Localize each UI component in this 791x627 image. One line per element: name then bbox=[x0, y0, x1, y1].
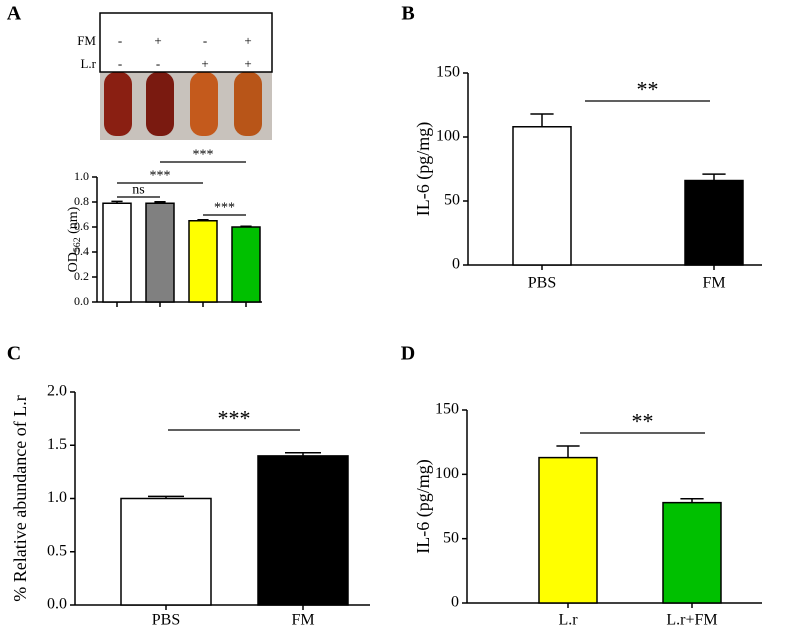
treatment-box bbox=[99, 12, 273, 73]
tube-photo bbox=[100, 72, 272, 140]
y-tick-label: 150 bbox=[436, 64, 460, 81]
treatment-sign: - bbox=[156, 56, 160, 71]
y-label-suffix: (nm) bbox=[66, 206, 81, 237]
treatment-sign: + bbox=[154, 33, 161, 48]
treatment-sign: - bbox=[118, 56, 122, 71]
y-label-text: OD bbox=[66, 252, 81, 272]
tube bbox=[146, 72, 174, 136]
y-tick-label: 0.4 bbox=[74, 244, 89, 258]
y-tick-label: 0.0 bbox=[74, 294, 89, 308]
y-tick-label: 0 bbox=[451, 594, 459, 611]
significance-label: *** bbox=[214, 200, 235, 215]
treatment-sign: - bbox=[203, 33, 207, 48]
x-tick-label: PBS bbox=[152, 612, 180, 627]
panel-letter: B bbox=[401, 3, 414, 25]
significance-label: *** bbox=[218, 405, 251, 430]
significance-label: ns bbox=[132, 182, 144, 197]
tube bbox=[234, 72, 262, 136]
bar bbox=[257, 455, 349, 606]
bar bbox=[120, 497, 212, 606]
y-tick-label: 1.0 bbox=[47, 489, 67, 506]
y-tick-label: 100 bbox=[436, 128, 460, 145]
significance-label: *** bbox=[193, 147, 214, 162]
y-tick-label: 50 bbox=[444, 192, 460, 209]
panel-letter: A bbox=[7, 3, 22, 25]
significance-label: *** bbox=[150, 168, 171, 183]
tube bbox=[104, 72, 132, 136]
treatment-name: L.r bbox=[80, 56, 96, 71]
treatment-name: FM bbox=[77, 33, 96, 48]
treatment-sign: - bbox=[118, 33, 122, 48]
y-tick-label: 0.8 bbox=[74, 194, 89, 208]
bar bbox=[662, 501, 722, 604]
tube bbox=[190, 72, 218, 136]
bar bbox=[145, 202, 175, 303]
y-axis-label: % Relative abundance of L.r bbox=[10, 395, 30, 601]
y-tick-label: 1.5 bbox=[47, 436, 67, 453]
y-label-text: IL-6 (pg/mg) bbox=[413, 122, 434, 216]
significance-label: ** bbox=[632, 408, 654, 433]
x-tick-label: FM bbox=[702, 275, 725, 292]
y-label-subscript: 562 bbox=[72, 237, 83, 252]
y-tick-label: 1.0 bbox=[74, 169, 89, 183]
panel-letter: D bbox=[401, 343, 415, 365]
bar bbox=[102, 202, 132, 303]
y-tick-label: 0.6 bbox=[74, 219, 89, 233]
y-tick-label: 0.0 bbox=[47, 596, 67, 613]
x-tick-label: PBS bbox=[528, 275, 556, 292]
x-tick-label: L.r bbox=[558, 612, 578, 627]
y-tick-label: 2.0 bbox=[47, 383, 67, 400]
bar bbox=[512, 126, 572, 266]
y-tick-label: 0.5 bbox=[47, 542, 67, 559]
bar bbox=[538, 456, 598, 604]
panel-letter: C bbox=[7, 343, 21, 365]
bar bbox=[231, 226, 261, 303]
y-label-text: % Relative abundance of L.r bbox=[10, 395, 30, 601]
bar bbox=[684, 179, 744, 266]
y-tick-label: 150 bbox=[435, 401, 459, 418]
y-tick-label: 0.2 bbox=[74, 269, 89, 283]
y-axis-label: OD562 (nm) bbox=[66, 206, 83, 272]
x-tick-label: FM bbox=[291, 612, 314, 627]
y-tick-label: 0 bbox=[452, 256, 460, 273]
y-tick-label: 50 bbox=[443, 529, 459, 546]
treatment-sign: + bbox=[201, 56, 208, 71]
y-axis-label: IL-6 (pg/mg) bbox=[413, 122, 434, 216]
y-label-text: IL-6 (pg/mg) bbox=[413, 459, 434, 553]
bar bbox=[188, 220, 218, 303]
significance-label: ** bbox=[637, 76, 659, 101]
y-tick-label: 100 bbox=[435, 465, 459, 482]
y-axis-label: IL-6 (pg/mg) bbox=[413, 459, 434, 553]
x-tick-label: L.r+FM bbox=[666, 612, 717, 627]
treatment-sign: + bbox=[244, 33, 251, 48]
treatment-sign: + bbox=[244, 56, 251, 71]
